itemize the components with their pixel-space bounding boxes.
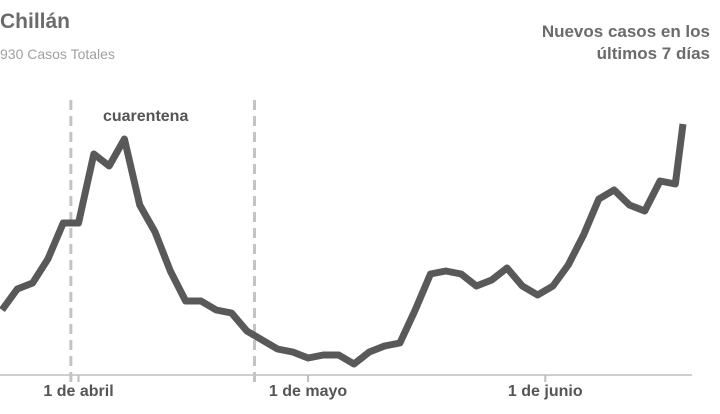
annotation-label: cuarentena <box>103 108 188 125</box>
x-tick-label: 1 de abril <box>43 383 113 400</box>
chart-title: Chillán <box>0 10 71 33</box>
x-tick-label: 1 de junio <box>508 383 583 400</box>
chart-subtitle: 930 Casos Totales <box>0 46 115 62</box>
series-label: Nuevos casos en los últimos 7 días <box>541 22 710 63</box>
x-tick-label: 1 de mayo <box>269 383 347 400</box>
series-line <box>0 123 687 368</box>
